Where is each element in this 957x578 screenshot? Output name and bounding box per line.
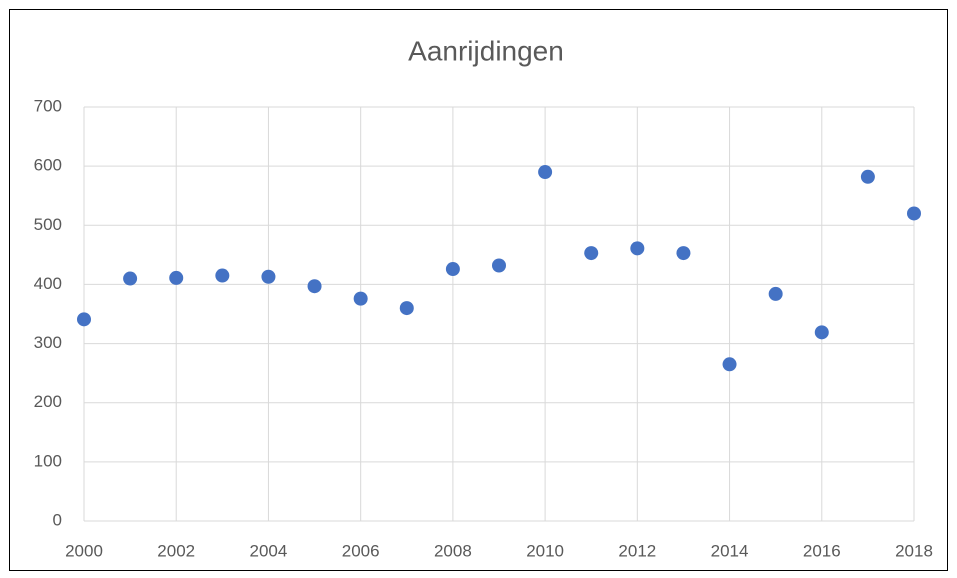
point [169, 270, 184, 285]
y-tick-label: 500 [34, 215, 62, 234]
x-tick-label: 2014 [711, 541, 749, 560]
point [215, 268, 230, 283]
x-tick-label: 2012 [618, 541, 656, 560]
y-tick-label: 600 [34, 156, 62, 175]
point [445, 262, 460, 277]
y-tick-label: 0 [53, 510, 62, 529]
x-tick-label: 2018 [895, 541, 933, 560]
x-tick-label: 2004 [250, 541, 288, 560]
point [492, 258, 506, 273]
point [722, 357, 737, 372]
y-tick-label: 200 [34, 392, 62, 411]
y-tick-label: 400 [34, 274, 62, 293]
chart-frame [9, 9, 948, 571]
point [584, 246, 599, 261]
point [814, 325, 829, 340]
x-tick-label: 2008 [434, 541, 472, 560]
point [768, 286, 783, 301]
y-tick-label: 700 [34, 96, 62, 115]
point [399, 301, 414, 316]
x-tick-label: 2002 [157, 541, 195, 560]
point [630, 241, 645, 256]
y-tick-label: 100 [34, 451, 62, 470]
point [123, 271, 138, 286]
point [261, 269, 276, 284]
chart-title: Aanrijdingen [408, 35, 564, 66]
point [353, 291, 368, 306]
point [307, 279, 322, 294]
x-tick-label: 2016 [803, 541, 841, 560]
x-tick-label: 2000 [65, 541, 103, 560]
point [907, 206, 921, 221]
point [538, 165, 553, 180]
y-tick-label: 300 [34, 333, 62, 352]
x-tick-label: 2006 [342, 541, 380, 560]
point [77, 312, 91, 327]
point [676, 246, 691, 261]
x-tick-label: 2010 [526, 541, 564, 560]
point [860, 169, 875, 184]
